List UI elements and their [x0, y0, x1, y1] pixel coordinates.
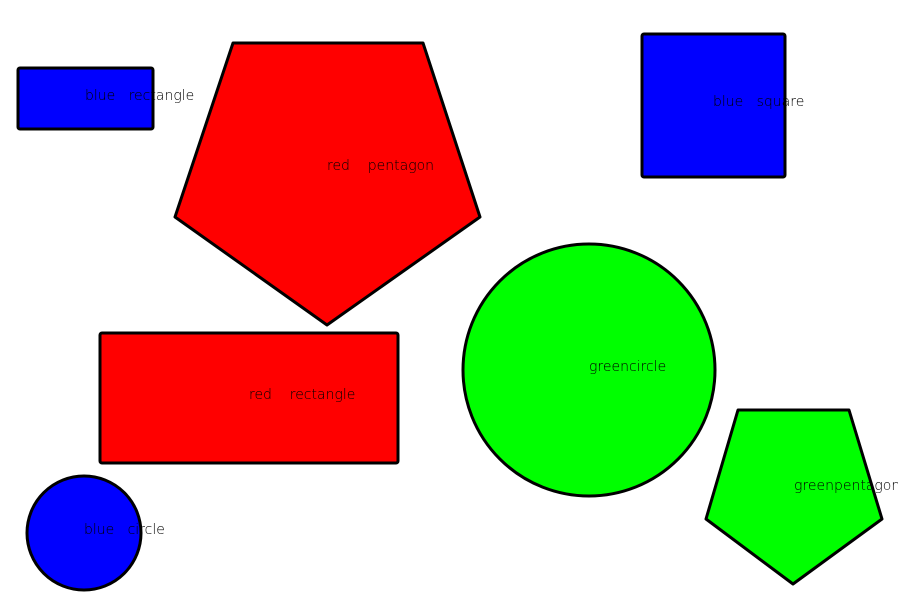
- red-rectangle-label: red rectangle: [249, 387, 355, 403]
- red-pentagon-label: red pentagon: [327, 158, 434, 174]
- red-rectangle: [98, 331, 400, 465]
- blue-square-label: blue square: [713, 94, 804, 110]
- blue-square: [640, 32, 787, 179]
- green-pentagon: [704, 408, 884, 586]
- green-pentagon-label: greenpentagon: [794, 478, 898, 494]
- blue-rectangle-label: blue rectangle: [85, 88, 194, 104]
- red-pentagon: [173, 41, 482, 327]
- blue-circle-label: blue circle: [84, 522, 165, 538]
- blue-rectangle: [16, 66, 155, 131]
- green-circle-label: greencircle: [589, 359, 666, 375]
- green-circle: [461, 242, 717, 498]
- blue-circle: [25, 474, 143, 592]
